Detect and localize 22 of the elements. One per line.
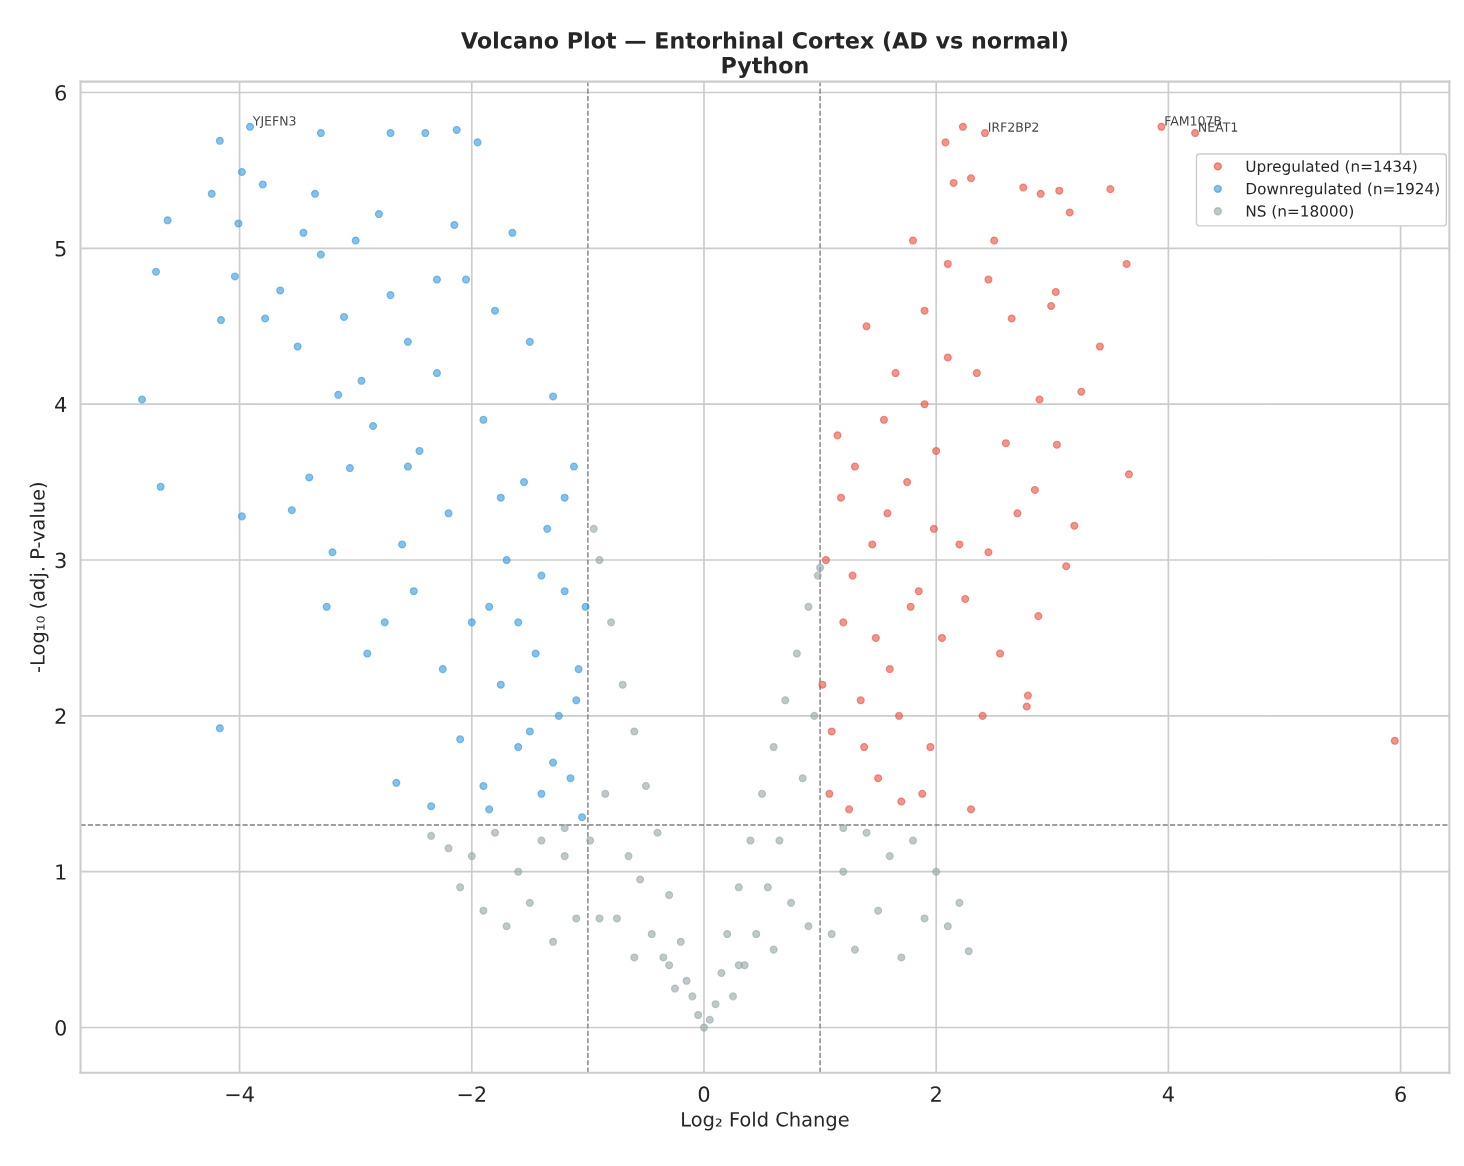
y-tick-label: 1 — [56, 864, 66, 880]
y-tick-label: 3 — [55, 552, 66, 569]
y-axis-title: -Log₁₀ (adj. P-value) — [29, 483, 49, 673]
legend-label: Upregulated (n=1434) — [1246, 160, 1417, 175]
y-tick-label: 4 — [55, 396, 67, 413]
x-axis-title: Log₂ Fold Change — [682, 1111, 849, 1131]
x-tick-label: 6 — [1395, 1086, 1406, 1103]
annotation: IRF2BP2 — [988, 122, 1039, 132]
chart-title: Volcano Plot — Entorhinal Cortex (AD vs normal) — [461, 31, 1068, 52]
y-tick-label: 5 — [55, 241, 66, 257]
annotation: YJEFN3 — [252, 116, 296, 128]
legend-label: Downregulated (n=1924) — [1246, 182, 1439, 198]
x-tick-label: −4 — [226, 1086, 254, 1102]
y-tick-label: 2 — [55, 708, 66, 724]
x-tick-label: 0 — [698, 1086, 710, 1103]
y-tick-label: 6 — [55, 84, 67, 101]
x-tick-label: 2 — [931, 1086, 941, 1102]
y-tick-label: 0 — [55, 1019, 66, 1036]
x-tick-label: −2 — [458, 1086, 486, 1102]
x-tick-label: 4 — [1162, 1086, 1174, 1102]
chart-subtitle: Python — [722, 56, 808, 79]
legend-label: NS (n=18000) — [1246, 205, 1354, 219]
